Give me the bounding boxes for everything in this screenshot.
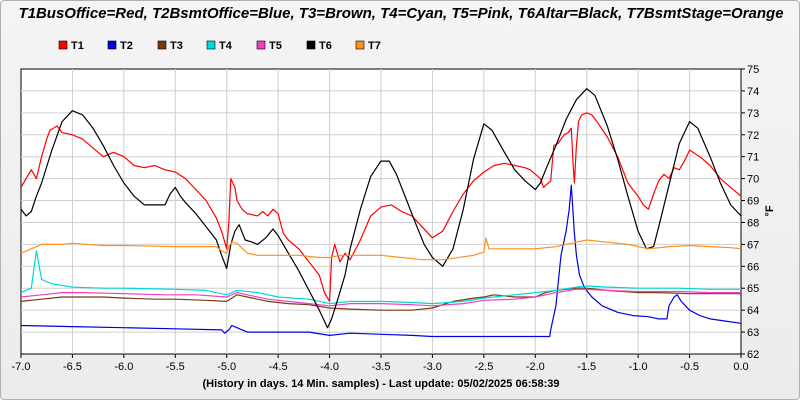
x-tick-label: -5.0 <box>217 361 236 373</box>
legend-label: T3 <box>170 40 183 52</box>
legend-item-t5: T5 <box>256 40 282 52</box>
x-tick-label: -0.5 <box>680 361 699 373</box>
x-tick-label: -1.0 <box>629 361 648 373</box>
x-tick-label: -6.0 <box>114 361 133 373</box>
chart-title: T1BusOffice=Red, T2BsmtOffice=Blue, T3=B… <box>18 5 784 22</box>
y-tick-label: 64 <box>747 305 759 317</box>
legend-item-t2: T2 <box>107 40 133 52</box>
series-line-t4 <box>20 250 741 305</box>
x-tick-label: -3.5 <box>372 361 391 373</box>
y-tick-label: 71 <box>747 152 759 164</box>
y-tick-label: 66 <box>747 261 759 273</box>
x-axis-label: (History in days. 14 Min. samples) - Las… <box>202 378 559 390</box>
y-tick-label: 73 <box>747 108 759 120</box>
x-tick-label: -4.0 <box>320 361 339 373</box>
x-tick-label: -2.5 <box>474 361 493 373</box>
legend-swatch <box>58 40 68 50</box>
y-tick-label: 69 <box>747 196 759 208</box>
x-tick-label: -3.0 <box>423 361 442 373</box>
legend-swatch <box>107 40 117 50</box>
y-tick-label: 67 <box>747 239 759 251</box>
y-tick-label: 72 <box>747 130 759 142</box>
legend-swatch <box>206 40 216 50</box>
grid-layer <box>21 69 741 354</box>
x-tick-label: -2.0 <box>526 361 545 373</box>
legend-swatch <box>355 40 365 50</box>
legend-label: T7 <box>368 40 381 52</box>
legend-label: T4 <box>219 40 233 52</box>
series-line-t3 <box>20 287 741 311</box>
legend-swatch <box>256 40 266 50</box>
x-tick-label: -6.5 <box>63 361 82 373</box>
series-line-t5 <box>20 288 741 307</box>
y-tick-label: 70 <box>747 174 759 186</box>
legend-swatch <box>157 40 167 50</box>
series-line-t1 <box>20 112 742 302</box>
y-tick-label: 62 <box>747 349 759 361</box>
x-tick-label: -4.5 <box>269 361 288 373</box>
x-tick-label: -7.0 <box>12 361 31 373</box>
legend-item-t4: T4 <box>206 40 233 52</box>
series-line-t6 <box>20 88 742 329</box>
legend-item-t6: T6 <box>306 40 332 52</box>
y-axis-ticks: 62 63 64 65 66 67 68 69 70 71 72 73 74 75 <box>741 64 759 361</box>
legend-item-t7: T7 <box>355 40 381 52</box>
y-tick-label: 74 <box>747 86 759 98</box>
legend-item-t1: T1 <box>58 40 84 52</box>
x-tick-label: -1.5 <box>577 361 596 373</box>
series-layer <box>20 88 742 338</box>
legend-label: T5 <box>269 40 282 52</box>
legend-swatch <box>306 40 316 50</box>
y-axis-label: °F <box>764 205 776 216</box>
y-tick-label: 68 <box>747 217 759 229</box>
y-tick-label: 65 <box>747 283 759 295</box>
legend-label: T6 <box>319 40 332 52</box>
legend-label: T2 <box>120 40 133 52</box>
series-line-t7 <box>20 237 742 261</box>
legend-label: T1 <box>71 40 84 52</box>
x-tick-label: 0.0 <box>733 361 748 373</box>
y-tick-label: 63 <box>747 327 759 339</box>
series-line-t2 <box>20 184 742 338</box>
x-tick-label: -5.5 <box>166 361 185 373</box>
legend: T1 T2 T3 T4 T5 T6 T7 <box>58 40 381 52</box>
x-axis-ticks: -7.0 -6.5 -6.0 -5.5 -5.0 -4.5 -4.0 -3.5 -3.0 -2.5… <box>12 354 749 373</box>
y-tick-label: 75 <box>747 64 759 76</box>
legend-item-t3: T3 <box>157 40 183 52</box>
